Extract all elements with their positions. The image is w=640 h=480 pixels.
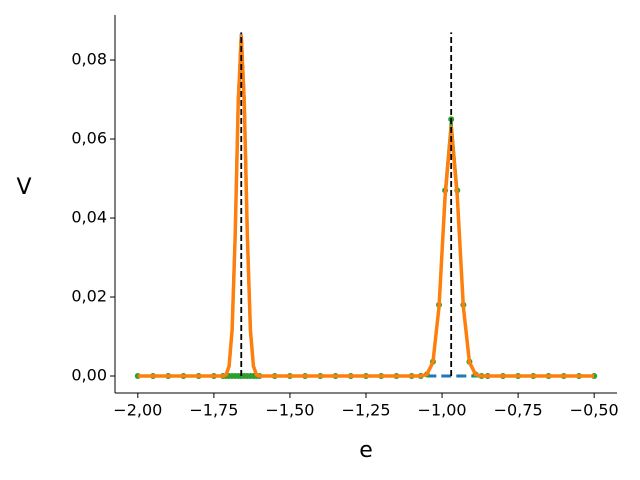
x-axis-label: e [359,438,373,463]
x-tick-label: −0,50 [570,401,619,420]
x-tick-label: −1,75 [189,401,238,420]
series-line [137,30,595,378]
x-tick-label: −1,00 [418,401,467,420]
y-axis-label: V [16,175,31,200]
x-tick-label: −1,25 [341,401,390,420]
x-tick-label: −0,75 [494,401,543,420]
series-line [137,119,595,378]
y-tick-label: 0,04 [71,208,107,227]
series-line [137,34,595,378]
y-tick-label: 0,00 [71,366,107,385]
y-tick-label: 0,08 [71,50,107,69]
y-tick-label: 0,06 [71,129,107,148]
y-tick-label: 0,02 [71,287,107,306]
x-tick-label: −1,50 [265,401,314,420]
x-tick-label: −2,00 [113,401,162,420]
